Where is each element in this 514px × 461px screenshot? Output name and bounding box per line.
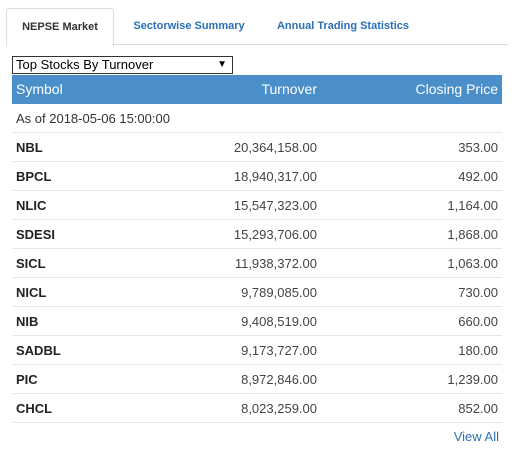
- cell-closing-price: 660.00: [458, 314, 498, 329]
- cell-turnover: 11,938,372.00: [234, 256, 317, 271]
- cell-turnover: 9,173,727.00: [241, 343, 317, 358]
- cell-turnover: 8,972,846.00: [241, 372, 317, 387]
- stocks-table-body: NBL 20,364,158.00 353.00 BPCL 18,940,317…: [12, 133, 502, 423]
- cell-closing-price: 180.00: [458, 343, 498, 358]
- header-symbol: Symbol: [16, 81, 63, 97]
- view-all-link[interactable]: View All: [453, 429, 499, 444]
- cell-turnover: 20,364,158.00: [233, 140, 317, 155]
- cell-closing-price: 353.00: [458, 140, 498, 155]
- tab-nepse-market[interactable]: NEPSE Market: [6, 8, 114, 46]
- table-row: PIC 8,972,846.00 1,239.00: [12, 365, 502, 394]
- cell-symbol: CHCL: [16, 401, 53, 416]
- header-turnover: Turnover: [261, 81, 317, 97]
- header-closing-price: Closing Price: [415, 81, 498, 97]
- cell-symbol: NICL: [16, 285, 47, 300]
- cell-turnover: 15,547,323.00: [233, 198, 317, 213]
- table-row: SADBL 9,173,727.00 180.00: [12, 336, 502, 365]
- cell-closing-price: 730.00: [458, 285, 498, 300]
- tab-sectorwise-summary[interactable]: Sectorwise Summary: [133, 20, 245, 32]
- cell-closing-price: 852.00: [458, 401, 498, 416]
- cell-symbol: NIB: [16, 314, 39, 329]
- stocks-filter-select[interactable]: Top Stocks By Turnover ▼: [12, 56, 233, 74]
- cell-closing-price: 492.00: [458, 169, 498, 184]
- cell-closing-price: 1,164.00: [447, 198, 498, 213]
- cell-turnover: 9,408,519.00: [241, 314, 317, 329]
- cell-closing-price: 1,868.00: [447, 227, 498, 242]
- select-value: Top Stocks By Turnover: [16, 57, 154, 72]
- tab-annual-trading-statistics[interactable]: Annual Trading Statistics: [276, 20, 410, 32]
- table-row: NICL 9,789,085.00 730.00: [12, 278, 502, 307]
- cell-symbol: BPCL: [16, 169, 52, 184]
- cell-turnover: 18,940,317.00: [233, 169, 317, 184]
- as-of-timestamp: As of 2018-05-06 15:00:00: [12, 105, 502, 133]
- cell-turnover: 9,789,085.00: [241, 285, 317, 300]
- cell-closing-price: 1,063.00: [447, 256, 498, 271]
- cell-turnover: 15,293,706.00: [233, 227, 317, 242]
- cell-symbol: PIC: [16, 372, 38, 387]
- table-row: CHCL 8,023,259.00 852.00: [12, 394, 502, 423]
- table-header: Symbol Turnover Closing Price: [12, 75, 502, 104]
- cell-closing-price: 1,239.00: [447, 372, 498, 387]
- table-row: NIB 9,408,519.00 660.00: [12, 307, 502, 336]
- cell-symbol: NLIC: [16, 198, 47, 213]
- tab-bar: NEPSE Market Sectorwise Summary Annual T…: [6, 8, 508, 46]
- cell-symbol: SADBL: [16, 343, 61, 358]
- cell-symbol: NBL: [16, 140, 43, 155]
- cell-symbol: SICL: [16, 256, 46, 271]
- dropdown-arrow-icon: ▼: [217, 59, 227, 70]
- table-row: NBL 20,364,158.00 353.00: [12, 133, 502, 162]
- cell-symbol: SDESI: [16, 227, 56, 242]
- table-row: SICL 11,938,372.00 1,063.00: [12, 249, 502, 278]
- cell-turnover: 8,023,259.00: [241, 401, 317, 416]
- table-row: BPCL 18,940,317.00 492.00: [12, 162, 502, 191]
- table-row: SDESI 15,293,706.00 1,868.00: [12, 220, 502, 249]
- table-row: NLIC 15,547,323.00 1,164.00: [12, 191, 502, 220]
